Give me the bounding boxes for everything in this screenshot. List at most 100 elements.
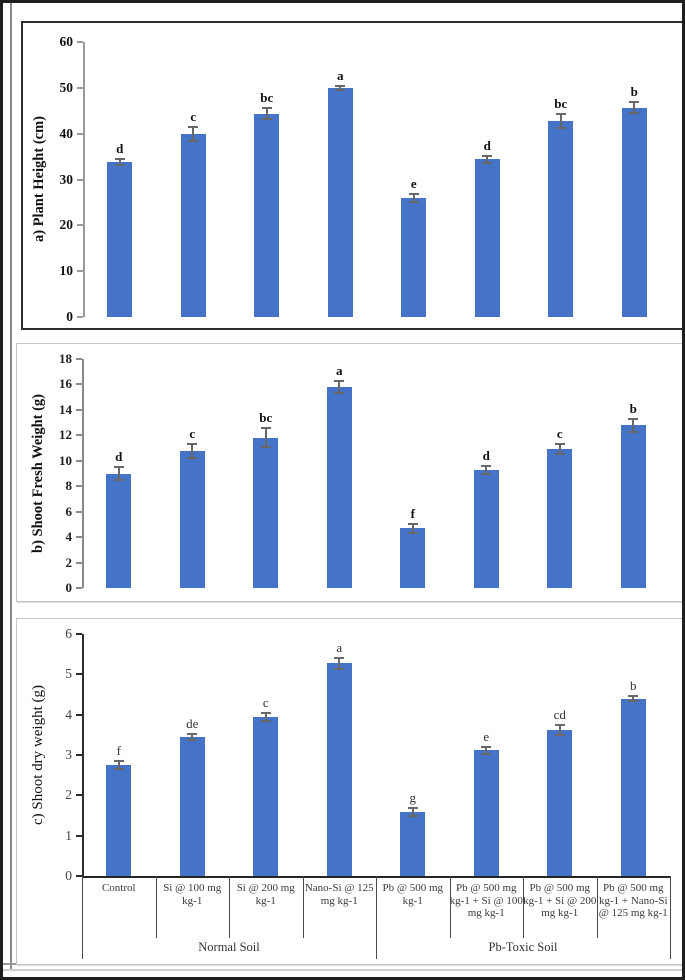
significance-letter: c xyxy=(189,425,196,441)
bar xyxy=(327,87,353,317)
y-tick-label: 12 xyxy=(59,427,72,443)
significance-letter: a xyxy=(336,640,343,656)
bar xyxy=(326,386,352,588)
error-bar-line xyxy=(485,746,488,754)
y-axis-tick xyxy=(76,434,82,437)
category-label: Pb @ 500 mg kg-1 + Nano-Si @ 125 mg kg-1 xyxy=(598,882,668,919)
error-bar-line xyxy=(559,114,562,129)
error-bar-cap-top xyxy=(335,84,346,87)
y-axis-tick xyxy=(76,834,82,837)
error-bar-cap-top xyxy=(260,427,271,430)
error-bar-cap-top xyxy=(113,466,124,469)
bar xyxy=(179,450,205,588)
error-bar-cap-bottom xyxy=(334,667,345,670)
category-divider xyxy=(523,876,524,938)
y-axis-tick xyxy=(76,510,82,513)
category-label: Nano-Si @ 125 mg kg-1 xyxy=(304,882,374,907)
y-tick-label: 3 xyxy=(65,747,72,762)
y-axis-tick xyxy=(77,316,83,318)
error-bar-cap-bottom xyxy=(628,430,639,433)
error-bar-line xyxy=(117,761,120,770)
error-bar-cap-top xyxy=(481,464,492,467)
bar xyxy=(326,663,352,876)
y-axis-tick xyxy=(76,587,82,589)
error-bar-cap-bottom xyxy=(260,446,271,449)
error-bar-line xyxy=(191,443,194,458)
error-bar-cap-top xyxy=(628,417,639,420)
bar xyxy=(620,425,646,588)
y-tick-label: 6 xyxy=(65,503,73,519)
significance-letter: e xyxy=(410,175,417,191)
significance-letter: c xyxy=(556,426,563,442)
error-bar-cap-top xyxy=(555,113,566,116)
bar xyxy=(401,197,427,317)
error-bar-line xyxy=(338,381,341,393)
error-bar-line xyxy=(191,734,194,740)
error-bar-cap-bottom xyxy=(260,719,271,722)
error-bar-cap-top xyxy=(114,157,125,160)
error-bar-cap-top xyxy=(261,107,272,109)
significance-letter: d xyxy=(483,138,491,154)
error-bar-cap-top xyxy=(629,101,640,104)
bar xyxy=(253,437,279,588)
y-tick-label: 2 xyxy=(65,554,73,570)
bar xyxy=(254,113,280,317)
error-bar-cap-bottom xyxy=(407,531,418,534)
error-bar-cap-top xyxy=(187,733,198,736)
y-axis-title-text: c) Shoot dry weight (g) xyxy=(29,685,46,825)
category-label: Si @ 200 mg kg-1 xyxy=(236,882,295,907)
error-bar-cap-top xyxy=(187,442,198,445)
y-tick-label: 5 xyxy=(65,666,72,682)
error-bar-line xyxy=(265,108,268,119)
y-axis-tick xyxy=(76,633,82,635)
error-bar-line xyxy=(192,126,195,141)
category-label: Control xyxy=(101,882,136,894)
y-axis-tick xyxy=(76,408,82,411)
significance-letter: b xyxy=(629,400,637,416)
error-bar-line xyxy=(264,428,267,448)
y-tick-label: 16 xyxy=(59,376,72,392)
y-tick-label: 0 xyxy=(65,868,72,883)
significance-letter: c xyxy=(262,694,269,710)
error-bar-cap-bottom xyxy=(629,112,640,115)
error-bar-line xyxy=(338,658,341,669)
y-tick-label: 4 xyxy=(65,529,73,545)
error-bar-cap-top xyxy=(554,443,565,446)
significance-letter: bc xyxy=(259,410,273,426)
significance-letter: g xyxy=(409,790,417,806)
error-bar-line xyxy=(558,444,561,455)
category-divider xyxy=(596,876,598,938)
bar xyxy=(107,162,133,317)
significance-letter: f xyxy=(410,505,415,521)
bar xyxy=(400,528,426,588)
y-tick-label: 1 xyxy=(65,827,72,843)
category-divider xyxy=(82,876,83,959)
y-tick-label: 30 xyxy=(59,171,74,187)
soil-group-label: Pb-Toxic Soil xyxy=(488,940,558,954)
bar xyxy=(547,449,573,588)
y-axis-tick xyxy=(76,536,82,539)
error-bar-line xyxy=(485,465,488,474)
chart-panel-shoot-dry-weight: 0 1 2 3 4 5 6 c) Shoot dry weight (g) f de c a g e cd b… xyxy=(16,618,682,965)
significance-letter: d xyxy=(482,447,490,463)
category-divider xyxy=(302,876,304,938)
y-tick-label: 8 xyxy=(65,478,73,494)
y-tick-label: 10 xyxy=(59,263,74,279)
y-axis-tick xyxy=(76,485,82,488)
category-divider xyxy=(449,876,451,938)
error-bar-cap-bottom xyxy=(554,734,565,737)
category-label: Pb @ 500 mg kg-1 xyxy=(382,882,444,907)
y-axis-tick xyxy=(77,178,83,181)
error-bar-line xyxy=(412,193,415,202)
y-axis-line xyxy=(83,42,85,317)
error-bar-cap-top xyxy=(554,723,565,726)
y-axis-tick xyxy=(76,673,82,676)
y-axis-tick xyxy=(77,41,83,43)
error-bar-cap-top xyxy=(260,711,271,714)
significance-letter: f xyxy=(116,743,121,759)
y-tick-label: 18 xyxy=(59,351,72,366)
bar xyxy=(400,812,426,876)
error-bar-cap-bottom xyxy=(113,478,124,481)
y-axis-tick xyxy=(76,383,82,386)
